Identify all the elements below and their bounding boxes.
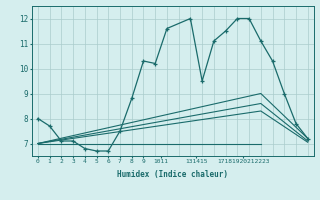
X-axis label: Humidex (Indice chaleur): Humidex (Indice chaleur) (117, 170, 228, 179)
